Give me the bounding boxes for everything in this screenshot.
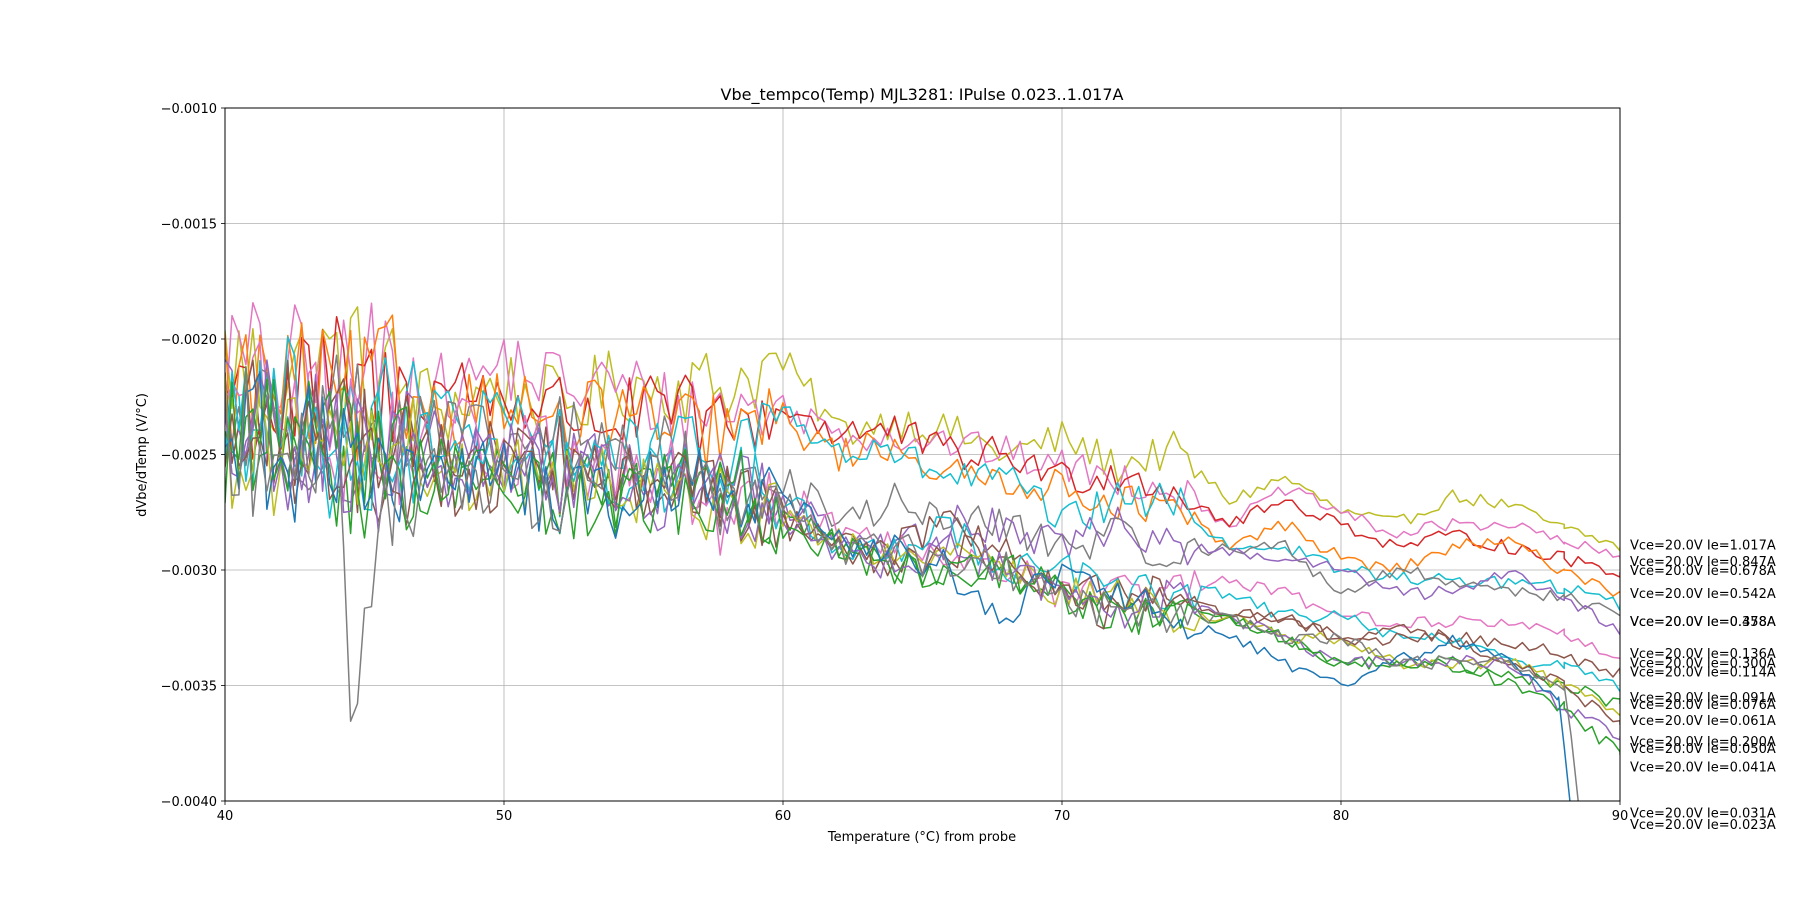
series-end-label: Vce=20.0V Ie=0.050A [1630, 742, 1776, 757]
y-tick-label: −0.0010 [161, 102, 217, 117]
series-end-label: Vce=20.0V Ie=0.114A [1630, 666, 1776, 681]
y-tick-label: −0.0020 [161, 333, 217, 348]
x-tick-label: 40 [217, 809, 234, 824]
series-end-label: Vce=20.0V Ie=0.300A [1630, 656, 1776, 671]
series-end-label: Vce=20.0V Ie=0.061A [1630, 714, 1776, 729]
ticks: 40 50 60 70 80 90 −0.0040 −0.0035 −0.0030 −0.0025… [161, 102, 1629, 824]
series-line [225, 315, 1620, 578]
series-end-label: Vce=20.0V Ie=0.847A [1630, 555, 1776, 570]
series-line [225, 340, 1620, 659]
y-tick-label: −0.0030 [161, 564, 217, 579]
series-line [225, 359, 1620, 725]
series-line [225, 301, 1620, 559]
series-end-label: Vce=20.0V Ie=0.031A [1630, 807, 1776, 822]
x-tick-label: 60 [775, 809, 792, 824]
series-end-label: Vce=20.0V Ie=0.023A [1630, 818, 1776, 833]
x-axis-label: Temperature (°C) from probe [827, 830, 1016, 845]
x-tick-label: 50 [496, 809, 513, 824]
y-tick-label: −0.0035 [161, 680, 217, 695]
x-tick-label: 70 [1054, 809, 1071, 824]
y-tick-label: −0.0015 [161, 218, 217, 233]
series-end-label: Vce=20.0V Ie=0.091A [1630, 691, 1776, 706]
chart-title: Vbe_tempco(Temp) MJL3281: IPulse 0.023..… [721, 85, 1124, 105]
y-tick-label: −0.0040 [161, 795, 217, 810]
series-end-label: Vce=20.0V Ie=0.041A [1630, 760, 1776, 775]
series-end-label: Vce=20.0V Ie=0.542A [1630, 587, 1776, 602]
series-end-label: Vce=20.0V Ie=1.017A [1630, 539, 1776, 554]
series-end-label: Vce=20.0V Ie=0.076A [1630, 698, 1776, 713]
series-layer [225, 301, 1620, 801]
series-end-label: Vce=20.0V Ie=0.378A [1630, 615, 1776, 630]
series-line [225, 371, 1571, 801]
series-line [225, 359, 1620, 636]
x-tick-label: 80 [1333, 809, 1350, 824]
series-end-label: Vce=20.0V Ie=0.678A [1630, 564, 1776, 579]
x-tick-label: 90 [1612, 809, 1629, 824]
series-end-label: Vce=20.0V Ie=0.200A [1630, 735, 1776, 750]
series-line [225, 354, 1620, 617]
series-end-label: Vce=20.0V Ie=0.136A [1630, 647, 1776, 662]
y-axis-label: dVbe/dTemp (V/°C) [135, 393, 150, 517]
y-tick-label: −0.0025 [161, 449, 217, 464]
series-line [225, 367, 1579, 801]
series-end-label: Vce=20.0V Ie=0.458A [1630, 615, 1776, 630]
